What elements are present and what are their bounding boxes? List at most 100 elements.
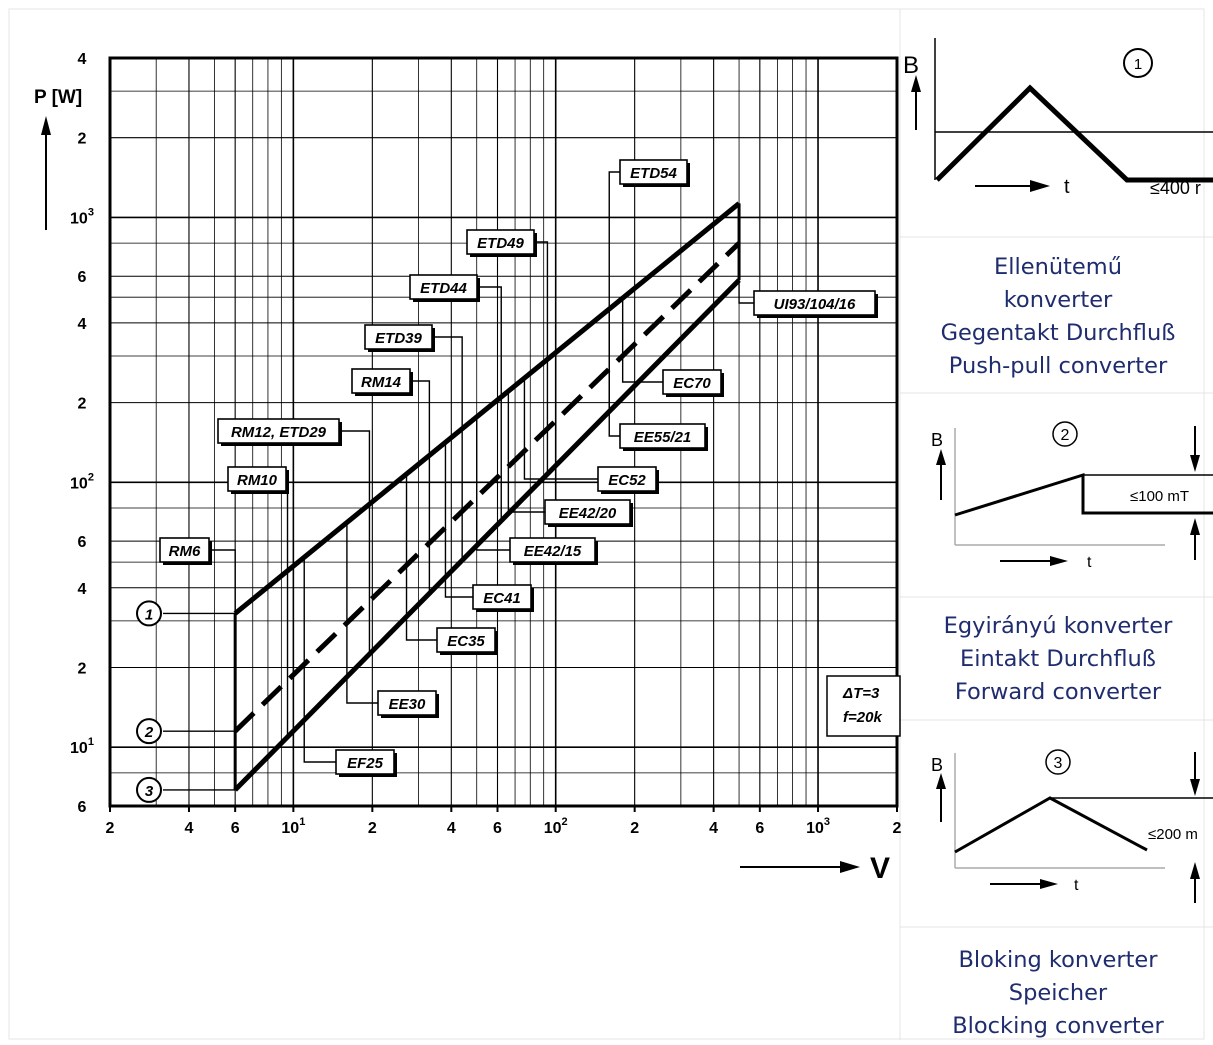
panel-2-b-label: B [931, 430, 943, 450]
x-tick-label-2: 6 [231, 820, 240, 837]
x-tick-label-12: 2 [893, 820, 902, 837]
panel-2-t-label: t [1087, 554, 1092, 571]
leader-etd44 [477, 286, 502, 521]
legend-label-3: 3 [145, 783, 154, 800]
series-line-2 [233, 241, 741, 733]
y-axis-title: P [W] [34, 87, 82, 108]
panel-2-waveform [954, 472, 1213, 517]
leader-ee30 [346, 522, 378, 704]
x-tick-label-0: 2 [106, 820, 115, 837]
panel-1-limit: ≤400 r [1150, 178, 1201, 198]
label-rm10: RM10 [237, 472, 278, 489]
panel-1-waveform [935, 84, 1213, 183]
legend-circle-3 [136, 776, 162, 803]
panel-1-caption: Ellenütemű konverter Gegentakt Durchfluß… [903, 251, 1213, 383]
panel-1-caption-line-3: Gegentakt Durchfluß [940, 320, 1176, 346]
label-box-ee30 [377, 690, 437, 716]
y-tick-label-1: 101 [70, 736, 94, 757]
panel-1-b-arrowhead [911, 75, 921, 92]
panel-2-number: 2 [1061, 427, 1070, 444]
label-box-ee42-15 [509, 537, 596, 563]
leader-ec41 [444, 442, 473, 598]
label-box-ee55-21 [619, 423, 706, 449]
leader-rm12-etd29 [339, 430, 371, 655]
label-box-etd39 [364, 324, 433, 350]
leader-etd49 [534, 241, 549, 475]
panel-3-caption-line-1: Bloking konverter [958, 947, 1158, 973]
x-axis-title: V [870, 852, 890, 885]
panel-3-limit: ≤200 m [1148, 826, 1198, 843]
label-etd39: ETD39 [375, 330, 422, 347]
panel-3-b-label: B [931, 755, 943, 775]
annotation-delta-t: ΔT=3 [842, 685, 880, 702]
panel-2-limit-arrowhead-top [1190, 455, 1200, 472]
leader-rm6 [209, 549, 236, 790]
panel-3-caption: Bloking konverter Speicher Blocking conv… [903, 944, 1213, 1043]
panel-3-limit-arrowhead-bottom [1190, 862, 1200, 879]
waveform-panel-3: B 3 ≤200 m t [931, 749, 1213, 903]
label-box-rm10 [227, 466, 287, 492]
label-rm14: RM14 [361, 374, 402, 391]
annotation-box [826, 675, 901, 737]
x-tick-label-7: 102 [544, 816, 568, 837]
label-ef25: EF25 [347, 755, 384, 772]
x-tick-label-9: 4 [709, 820, 718, 837]
label-rm6: RM6 [169, 543, 201, 560]
panel-1-b-label: B [903, 52, 919, 79]
y-tick-label-11: 4 [78, 51, 87, 68]
y-axis-arrowhead [41, 116, 51, 135]
leader-rm10 [286, 478, 289, 737]
label-ee30: EE30 [389, 696, 426, 713]
y-tick-label-8: 6 [78, 269, 87, 286]
panel-1-caption-line-1: Ellenütemű [994, 254, 1122, 280]
tick-labels: 2 4 6 101 2 4 6 102 2 4 6 103 2 6 101 2 4 6 102 2 4 6 103 2 4 [70, 51, 902, 837]
panel-1-number: 1 [1134, 56, 1142, 73]
panel-2-caption-line-2: Eintakt Durchfluß [960, 646, 1156, 672]
label-box-ef25 [335, 749, 395, 775]
label-box-ec41 [472, 584, 532, 610]
x-tick-label-3: 101 [281, 816, 305, 837]
waveform-panel-2: B 2 ≤100 mT t [931, 421, 1213, 571]
core-labels: RM6 RM10 RM12, ETD29 RM14 ETD39 ETD44 ETD49 ETD… [159, 159, 878, 777]
label-rm12-etd29: RM12, ETD29 [231, 424, 327, 441]
legend-label-2: 2 [144, 724, 154, 741]
panel-3-t-arrowhead [1040, 879, 1058, 889]
y-tick-label-4: 6 [78, 534, 87, 551]
panel-2-limit-arrowhead-bottom [1190, 518, 1200, 535]
y-tick-label-2: 2 [78, 660, 87, 677]
label-box-etd49 [466, 229, 535, 255]
panel-3-t-label: t [1074, 877, 1079, 894]
y-tick-label-7: 4 [78, 316, 87, 333]
leader-ui93-104-16 [738, 203, 754, 304]
leader-ec52 [523, 378, 598, 480]
leader-ee42-15 [476, 416, 510, 551]
label-box-ec35 [436, 627, 496, 653]
label-ui93-104-16: UI93/104/16 [774, 296, 856, 313]
label-ec52: EC52 [608, 472, 646, 489]
panel-1-t-arrowhead [1030, 180, 1050, 192]
y-tick-label-5: 102 [70, 471, 94, 492]
panel-2-limit: ≤100 mT [1130, 488, 1189, 505]
label-box-etd44 [409, 274, 478, 300]
leader-ec35 [405, 473, 437, 641]
waveform-panel-1: B 1 t ≤400 r [903, 38, 1213, 198]
panel-2-b-arrowhead [936, 449, 946, 465]
series-line-3 [233, 278, 741, 792]
leader-rm14 [410, 380, 431, 594]
panel-3-b-arrowhead [936, 773, 946, 789]
label-box-rm6 [159, 537, 210, 563]
label-box-ui93-104-16 [753, 290, 876, 316]
label-box-ec52 [597, 466, 657, 492]
y-tick-label-10: 2 [78, 131, 87, 148]
leader-etd39 [432, 336, 463, 561]
label-ee42-20: EE42/20 [559, 505, 617, 522]
panel-1-t-label: t [1064, 176, 1070, 198]
x-tick-label-10: 6 [755, 820, 764, 837]
x-tick-label-8: 2 [630, 820, 639, 837]
y-tick-label-3: 4 [78, 581, 87, 598]
panel-2-caption-line-3: Forward converter [954, 679, 1162, 705]
label-ee42-15: EE42/15 [524, 543, 582, 560]
label-ec41: EC41 [483, 590, 521, 607]
x-tick-label-6: 6 [493, 820, 502, 837]
